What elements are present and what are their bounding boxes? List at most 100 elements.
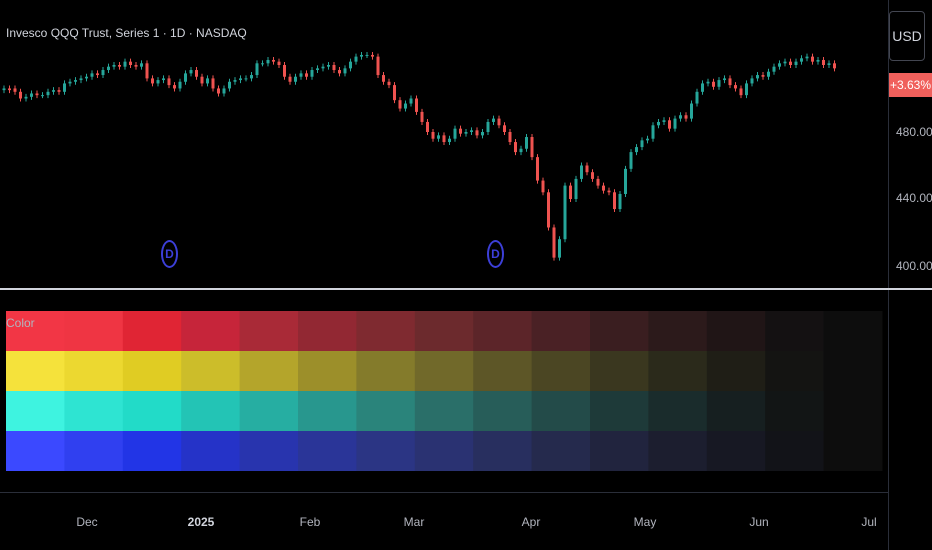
color-cell	[765, 351, 825, 391]
currency-button[interactable]: USD	[889, 11, 925, 61]
candle-body	[211, 78, 215, 89]
candle-body	[464, 132, 468, 134]
candle-body	[189, 70, 193, 74]
candle-body	[112, 65, 116, 67]
candle-body	[79, 78, 83, 81]
candle-body	[151, 78, 154, 84]
color-cell	[414, 351, 474, 391]
candle-body	[717, 80, 721, 87]
candle-body	[118, 65, 121, 67]
candle-body	[728, 78, 732, 86]
color-cell	[64, 351, 124, 391]
candle-body	[156, 80, 160, 84]
color-cell	[765, 391, 825, 431]
candle-body	[767, 71, 770, 77]
candle-body	[591, 172, 594, 179]
candle-body	[409, 98, 413, 104]
color-cell	[181, 431, 241, 471]
color-cell	[648, 351, 708, 391]
color-cell	[473, 431, 533, 471]
candle-body	[536, 157, 539, 181]
candle-body	[233, 80, 237, 82]
color-cell	[648, 391, 708, 431]
color-cell	[122, 431, 182, 471]
candle-body	[30, 93, 33, 97]
candle-body	[404, 103, 407, 109]
candle-body	[772, 66, 776, 72]
candle-body	[580, 165, 583, 179]
dividend-marker[interactable]: D	[161, 240, 178, 268]
pane-divider[interactable]	[0, 288, 932, 290]
candle-body	[827, 63, 831, 65]
candle-body	[723, 78, 726, 81]
candle-body	[789, 61, 792, 65]
candle-body	[90, 73, 94, 77]
candle-body	[343, 68, 347, 74]
color-cell	[298, 311, 357, 351]
candle-body	[624, 168, 627, 194]
color-cell	[823, 351, 883, 391]
time-tick: Apr	[521, 515, 541, 529]
time-tick: 2025	[187, 515, 215, 529]
candle-body	[470, 130, 473, 132]
candle-body	[294, 76, 297, 82]
candle-body	[200, 76, 204, 84]
indicator-label[interactable]: Color	[6, 316, 35, 330]
candle-body	[85, 76, 88, 79]
candle-body	[387, 81, 391, 86]
candle-body	[41, 95, 44, 97]
candle-body	[222, 88, 226, 94]
candle-body	[651, 125, 655, 139]
candle-body	[486, 121, 490, 132]
color-cell	[239, 391, 299, 431]
color-cell	[473, 351, 533, 391]
candle-body	[739, 88, 743, 96]
candle-body	[74, 80, 77, 82]
candle-body	[525, 137, 528, 149]
candle-body	[46, 91, 50, 96]
candle-body	[178, 81, 182, 89]
candle-body	[640, 140, 644, 148]
color-cell	[181, 311, 241, 351]
candle-body	[662, 120, 666, 122]
color-cell	[181, 351, 241, 391]
candle-body	[8, 88, 11, 91]
candle-body	[503, 125, 506, 132]
candle-body	[552, 227, 556, 258]
candle-body	[569, 185, 572, 199]
color-cell	[823, 311, 883, 351]
color-cell	[239, 351, 299, 391]
candle-body	[442, 135, 446, 143]
price-change-badge: +3.63%	[889, 73, 932, 97]
candle-body	[354, 56, 358, 62]
candle-body	[541, 180, 545, 193]
candle-body	[492, 118, 495, 122]
color-cell	[298, 391, 357, 431]
candle-body	[585, 165, 589, 173]
symbol-legend[interactable]: Invesco QQQ Trust, Series 1 · 1D · NASDA…	[6, 26, 247, 40]
candle-body	[332, 65, 336, 71]
color-cell	[356, 391, 416, 431]
color-cell	[6, 351, 65, 391]
candle-body	[816, 59, 820, 62]
candle-body	[519, 148, 523, 153]
color-cell	[356, 431, 416, 471]
candle-body	[668, 120, 671, 129]
color-cell	[648, 311, 708, 351]
color-indicator-pane[interactable]	[0, 0, 888, 550]
candle-body	[101, 70, 105, 76]
dividend-marker[interactable]: D	[487, 240, 504, 268]
candle-body	[415, 98, 418, 112]
candle-body	[24, 96, 28, 99]
candle-body	[761, 75, 765, 77]
candle-body	[420, 111, 424, 122]
time-tick: Jul	[861, 515, 877, 529]
candle-body	[453, 128, 457, 139]
candle-body	[63, 83, 66, 92]
color-cell	[823, 431, 883, 471]
candle-body	[629, 152, 633, 169]
candlestick-chart[interactable]	[0, 0, 888, 288]
time-tick: Feb	[299, 515, 321, 529]
color-cell	[181, 391, 241, 431]
